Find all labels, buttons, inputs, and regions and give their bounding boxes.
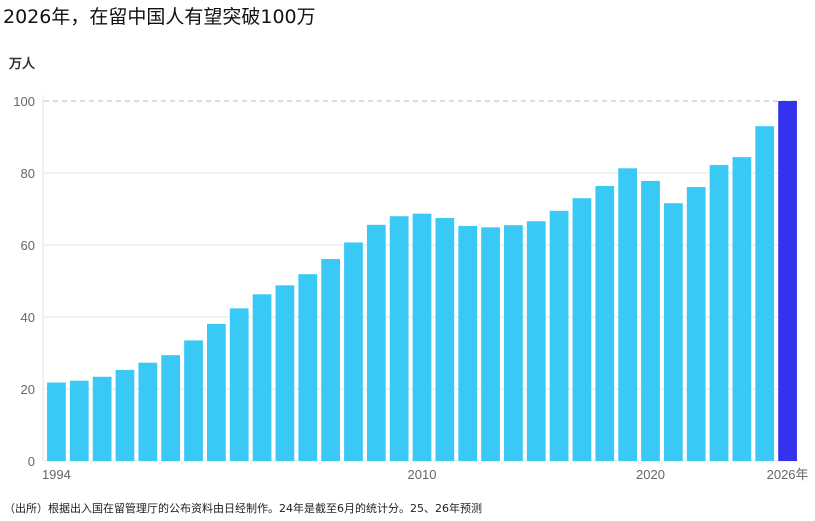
bar xyxy=(229,308,249,461)
bar xyxy=(549,210,569,461)
source-note: （出所）根据出入国在留管理厅的公布资料由日经制作。24年是截至6月的统计分。25… xyxy=(4,502,482,515)
bar xyxy=(321,259,340,461)
x-tick-label: 2026年 xyxy=(767,467,809,482)
bar xyxy=(92,376,112,461)
x-tick-label: 2020 xyxy=(636,467,665,482)
bar xyxy=(481,227,500,461)
bar xyxy=(47,382,66,461)
x-axis-ticks: 1994 2010 2020 2026年 xyxy=(42,467,809,482)
bar xyxy=(298,274,318,461)
bar xyxy=(207,323,226,461)
bar xyxy=(458,225,478,461)
y-tick-label: 100 xyxy=(13,94,35,109)
bar xyxy=(686,187,706,462)
chart-title: 2026年，在留中国人有望突破100万 xyxy=(3,6,316,28)
bar xyxy=(504,225,523,461)
y-tick-label: 0 xyxy=(28,454,35,469)
bar xyxy=(184,340,203,461)
bar xyxy=(138,362,158,461)
y-tick-label: 80 xyxy=(21,166,35,181)
bar xyxy=(435,218,455,461)
bar xyxy=(595,185,615,461)
bar xyxy=(663,203,683,462)
y-axis-ticks: 0 20 40 60 80 100 xyxy=(13,94,35,469)
y-tick-label: 40 xyxy=(21,310,35,325)
bar xyxy=(618,168,638,461)
bar xyxy=(412,213,432,461)
bar xyxy=(526,221,546,461)
bars xyxy=(47,101,797,462)
y-axis-unit-label: 万人 xyxy=(9,57,36,72)
bar xyxy=(69,380,89,461)
x-tick-label: 1994 xyxy=(42,467,71,482)
bar xyxy=(252,294,272,461)
bar xyxy=(366,224,386,461)
bar xyxy=(709,165,729,461)
bar xyxy=(275,285,295,461)
bar xyxy=(755,126,775,461)
bar xyxy=(344,242,363,461)
bar-chart: 0 20 40 60 80 100 1994 2010 2020 2026年 xyxy=(13,94,809,482)
bar xyxy=(732,157,752,461)
bar xyxy=(161,355,181,461)
y-tick-label: 60 xyxy=(21,238,35,253)
bar xyxy=(572,198,592,461)
bar xyxy=(641,180,660,462)
bar xyxy=(389,216,409,461)
bar-highlight xyxy=(778,101,797,461)
x-tick-label: 2010 xyxy=(408,467,437,482)
y-tick-label: 20 xyxy=(21,382,35,397)
bar xyxy=(115,369,135,461)
